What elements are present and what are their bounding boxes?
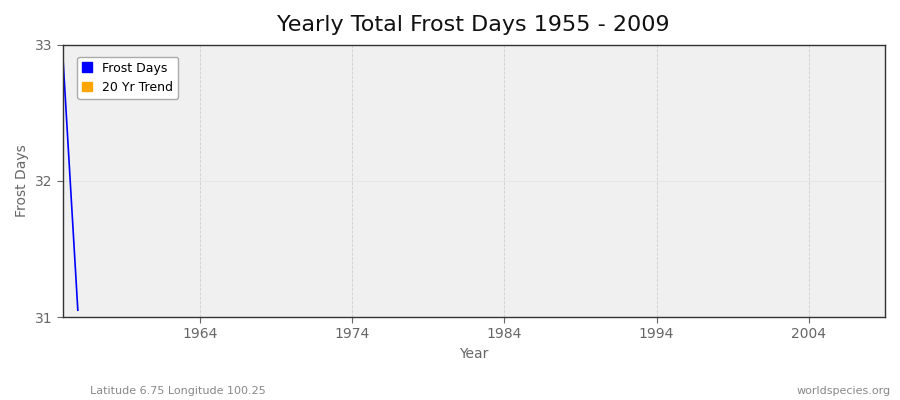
Text: Latitude 6.75 Longitude 100.25: Latitude 6.75 Longitude 100.25 — [90, 386, 266, 396]
X-axis label: Year: Year — [459, 347, 489, 361]
Legend: Frost Days, 20 Yr Trend: Frost Days, 20 Yr Trend — [77, 56, 178, 99]
Y-axis label: Frost Days: Frost Days — [15, 144, 29, 217]
Title: Yearly Total Frost Days 1955 - 2009: Yearly Total Frost Days 1955 - 2009 — [277, 15, 670, 35]
Text: worldspecies.org: worldspecies.org — [796, 386, 891, 396]
